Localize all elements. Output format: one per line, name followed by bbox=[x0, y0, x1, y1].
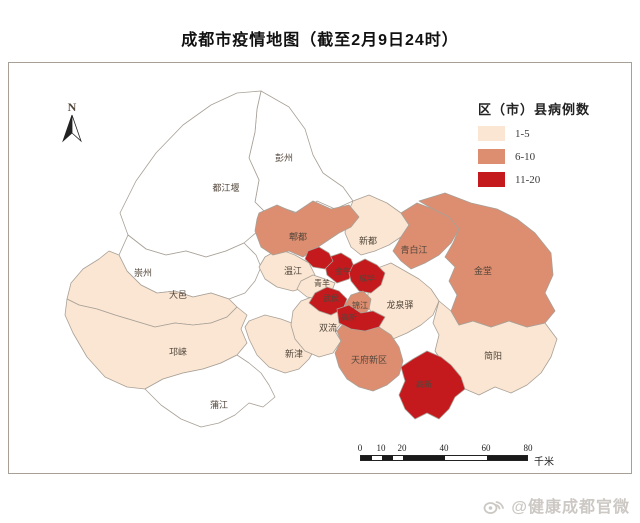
north-arrow: N bbox=[62, 100, 82, 143]
legend-label-low: 1-5 bbox=[515, 127, 530, 140]
district-gaoxinwest bbox=[304, 246, 334, 270]
scale-segment bbox=[487, 456, 527, 460]
page-title: 成都市疫情地图（截至2月9日24时） bbox=[181, 32, 459, 49]
district-label-qingbaijiang: 青白江 bbox=[400, 244, 427, 255]
district-pengzhou bbox=[248, 90, 354, 216]
legend-swatch-mid bbox=[478, 149, 505, 164]
district-polygons bbox=[64, 90, 558, 428]
district-qionglai bbox=[64, 298, 248, 390]
legend: 区（市）县病例数 1-5 6-10 11-20 bbox=[478, 99, 628, 187]
scale-bar: 0 10 20 40 60 80 千米 bbox=[348, 443, 558, 469]
district-label-shuangliu: 双流 bbox=[319, 322, 337, 333]
district-label-dujiangyan: 都江堰 bbox=[212, 183, 239, 193]
district-label-jintang: 金堂 bbox=[474, 265, 492, 276]
district-gaoxinsouth bbox=[336, 304, 386, 332]
district-label-qingyang: 青羊 bbox=[314, 278, 330, 288]
district-label-jianyang: 简阳 bbox=[484, 350, 502, 361]
scale-tick-20: 20 bbox=[397, 443, 407, 453]
district-label-wenjiang: 温江 bbox=[284, 266, 302, 276]
district-jintang bbox=[418, 192, 556, 328]
district-label-xindu: 新都 bbox=[359, 235, 377, 246]
district-label-gaoxinsouth: 高新 bbox=[341, 312, 357, 322]
chengdu-choropleth-map: 彭州都江堰崇州大邑邛崃蒲江新津温江新都龙泉驿简阳双流郫都青白江金堂天府新区高新青… bbox=[62, 90, 558, 428]
scale-tick-0: 0 bbox=[357, 443, 363, 453]
district-label-tianfu: 天府新区 bbox=[351, 354, 387, 365]
district-label-dayi: 大邑 bbox=[169, 289, 187, 300]
district-label-pidu: 郫都 bbox=[289, 231, 307, 242]
legend-row-mid: 6-10 bbox=[478, 149, 628, 164]
scale-segment bbox=[403, 456, 445, 460]
district-gaoxindong bbox=[398, 350, 466, 420]
legend-label-high: 11-20 bbox=[515, 173, 541, 186]
north-arrow-left bbox=[62, 114, 73, 143]
district-label-qionglai: 邛崃 bbox=[169, 346, 187, 357]
legend-label-mid: 6-10 bbox=[515, 150, 536, 163]
district-label-jinniu: 金牛 bbox=[335, 266, 351, 276]
legend-row-low: 1-5 bbox=[478, 126, 628, 141]
scale-tick-40: 40 bbox=[439, 443, 449, 453]
north-arrow-right bbox=[71, 114, 82, 143]
weibo-icon bbox=[483, 501, 505, 514]
watermark: @健康成都官微 bbox=[482, 492, 630, 518]
scale-tick-80: 80 bbox=[523, 443, 533, 453]
scale-tick-60: 60 bbox=[481, 443, 491, 453]
district-pujiang bbox=[144, 354, 276, 428]
scale-unit: 千米 bbox=[534, 457, 554, 468]
district-labels: 彭州都江堰崇州大邑邛崃蒲江新津温江新都龙泉驿简阳双流郫都青白江金堂天府新区高新青… bbox=[134, 152, 502, 410]
district-label-xinjin: 新津 bbox=[285, 348, 303, 359]
district-label-jinjiang: 锦江 bbox=[352, 300, 368, 310]
scale-segment bbox=[361, 456, 372, 460]
district-label-longquanyi: 龙泉驿 bbox=[386, 299, 413, 310]
district-dujiangyan bbox=[119, 90, 269, 258]
legend-swatch-low bbox=[478, 126, 505, 141]
north-label: N bbox=[68, 100, 77, 114]
district-pidu bbox=[254, 200, 360, 258]
scale-bar-segments bbox=[360, 455, 528, 461]
district-label-pengzhou: 彭州 bbox=[275, 152, 293, 163]
district-label-chongzhou: 崇州 bbox=[134, 268, 152, 278]
legend-row-high: 11-20 bbox=[478, 172, 628, 187]
district-label-wuhou: 武侯 bbox=[323, 293, 339, 303]
district-xindu bbox=[344, 194, 410, 256]
legend-swatch-high bbox=[478, 172, 505, 187]
legend-title: 区（市）县病例数 bbox=[478, 102, 591, 117]
district-label-pujiang: 蒲江 bbox=[210, 399, 228, 410]
scale-tick-10: 10 bbox=[376, 443, 386, 453]
watermark-text: @健康成都官微 bbox=[511, 499, 630, 516]
district-chenghua bbox=[348, 258, 386, 294]
district-label-chenghua: 成华 bbox=[359, 273, 375, 283]
map-frame: 彭州 都江堰 崇州 大邑 邛崃 蒲江 新津 温江 新都 龙泉驿 简阳 双流 郫都 青白江 金堂 天府新区 高新青… bbox=[8, 62, 632, 474]
district-label-gaoxindong: 高新 bbox=[416, 379, 432, 389]
scale-segment bbox=[382, 456, 393, 460]
